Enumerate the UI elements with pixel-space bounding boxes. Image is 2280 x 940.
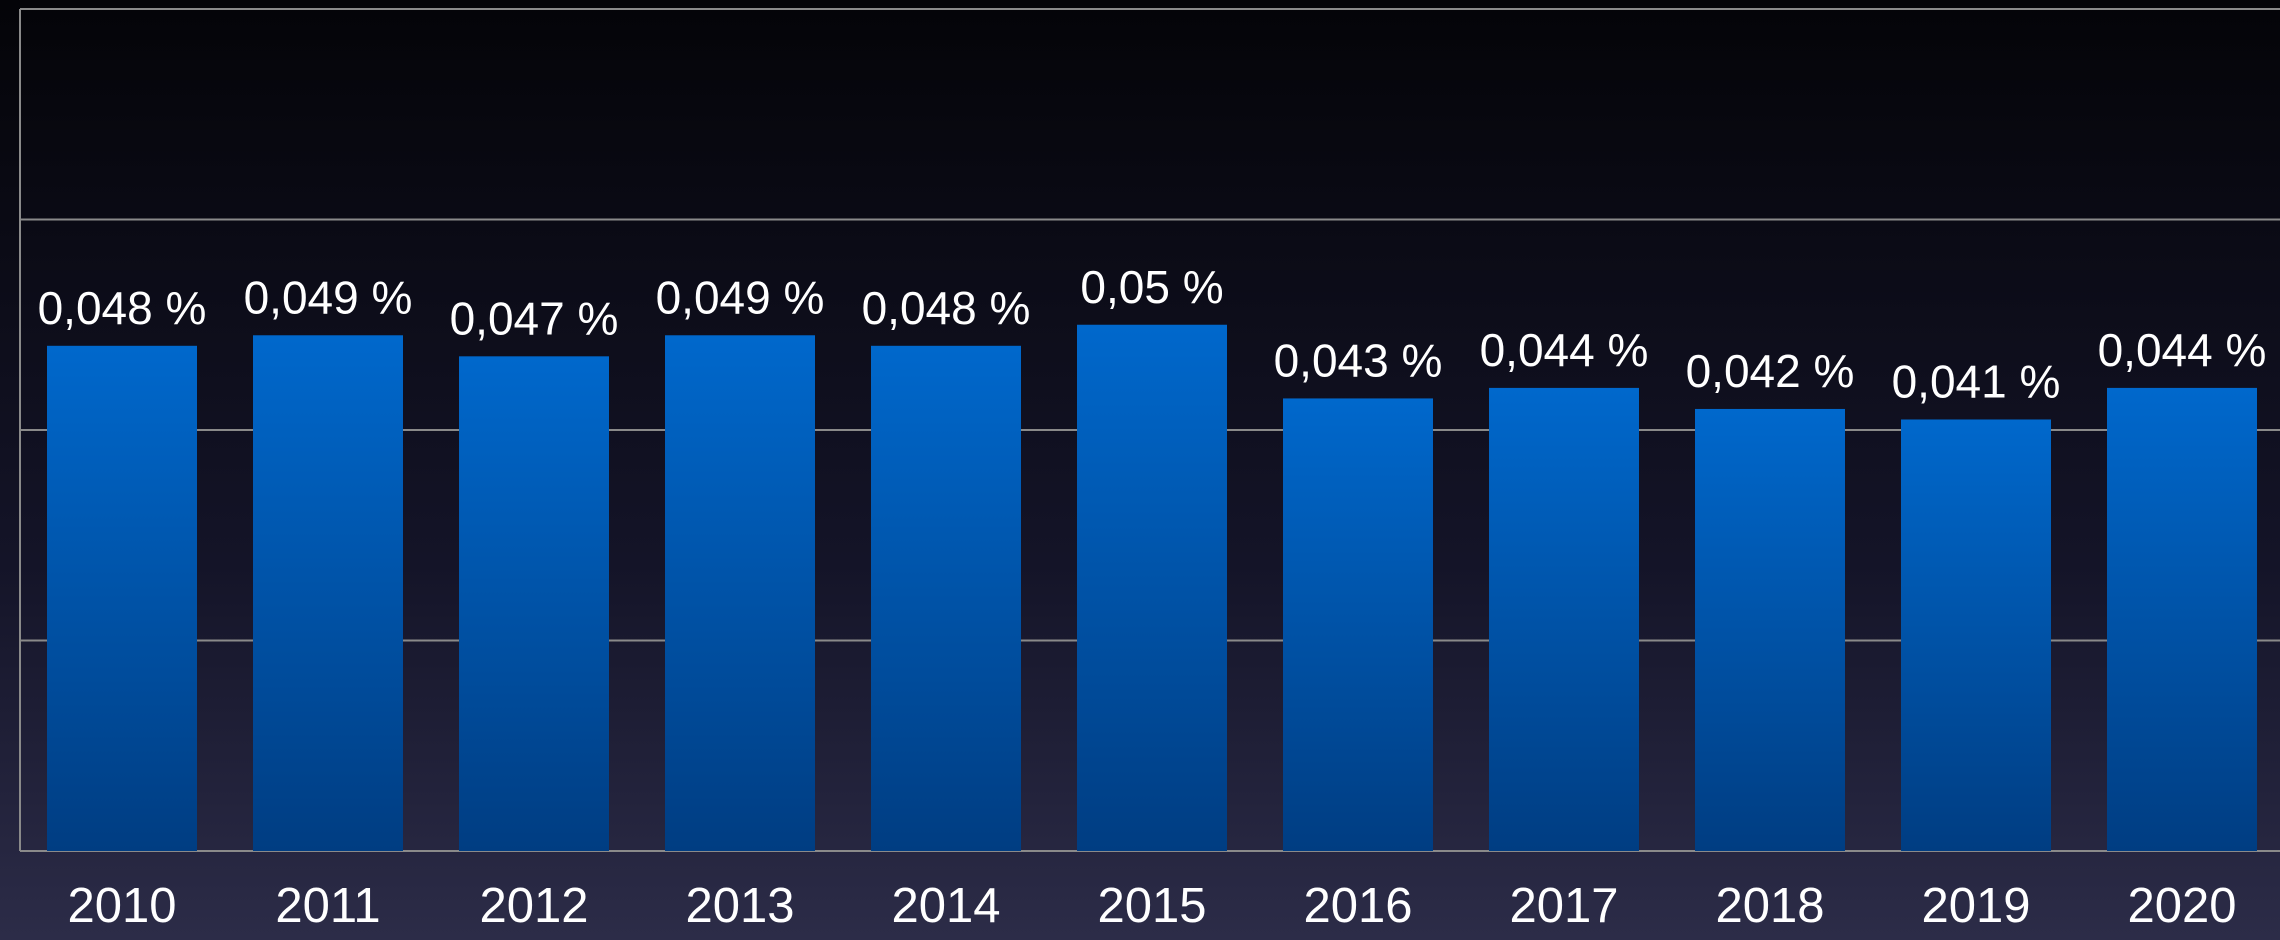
value-label: 0,043 % (1274, 335, 1443, 387)
bar (1901, 419, 2051, 851)
x-tick-label: 2015 (1097, 879, 1206, 933)
x-tick-label: 2012 (479, 879, 588, 933)
value-label: 0,041 % (1892, 356, 2061, 408)
value-label: 0,049 % (656, 271, 825, 323)
x-tick-label: 2018 (1715, 879, 1824, 933)
value-label: 0,05 % (1080, 261, 1223, 313)
bar (665, 335, 815, 851)
bar (2107, 387, 2257, 851)
bar (1489, 387, 1639, 851)
x-tick-label: 2016 (1303, 879, 1412, 933)
bar (1695, 408, 1845, 851)
x-tick-label: 2013 (685, 879, 794, 933)
x-tick-label: 2020 (2127, 879, 2236, 933)
x-tick-label: 2014 (891, 879, 1000, 933)
bar (47, 345, 197, 851)
x-tick-label: 2011 (275, 879, 380, 933)
bar (1077, 324, 1227, 851)
bar (1283, 398, 1433, 851)
value-label: 0,048 % (862, 282, 1031, 334)
bar (871, 345, 1021, 851)
value-label: 0,049 % (244, 271, 413, 323)
x-tick-label: 2019 (1921, 879, 2030, 933)
x-tick-label: 2010 (67, 879, 176, 933)
value-label: 0,047 % (450, 292, 619, 344)
value-label: 0,048 % (38, 282, 207, 334)
x-tick-label: 2017 (1509, 879, 1618, 933)
bar (459, 356, 609, 851)
value-label: 0,044 % (1480, 324, 1649, 376)
value-label: 0,042 % (1686, 345, 1855, 397)
bar (253, 335, 403, 851)
value-label: 0,044 % (2098, 324, 2267, 376)
